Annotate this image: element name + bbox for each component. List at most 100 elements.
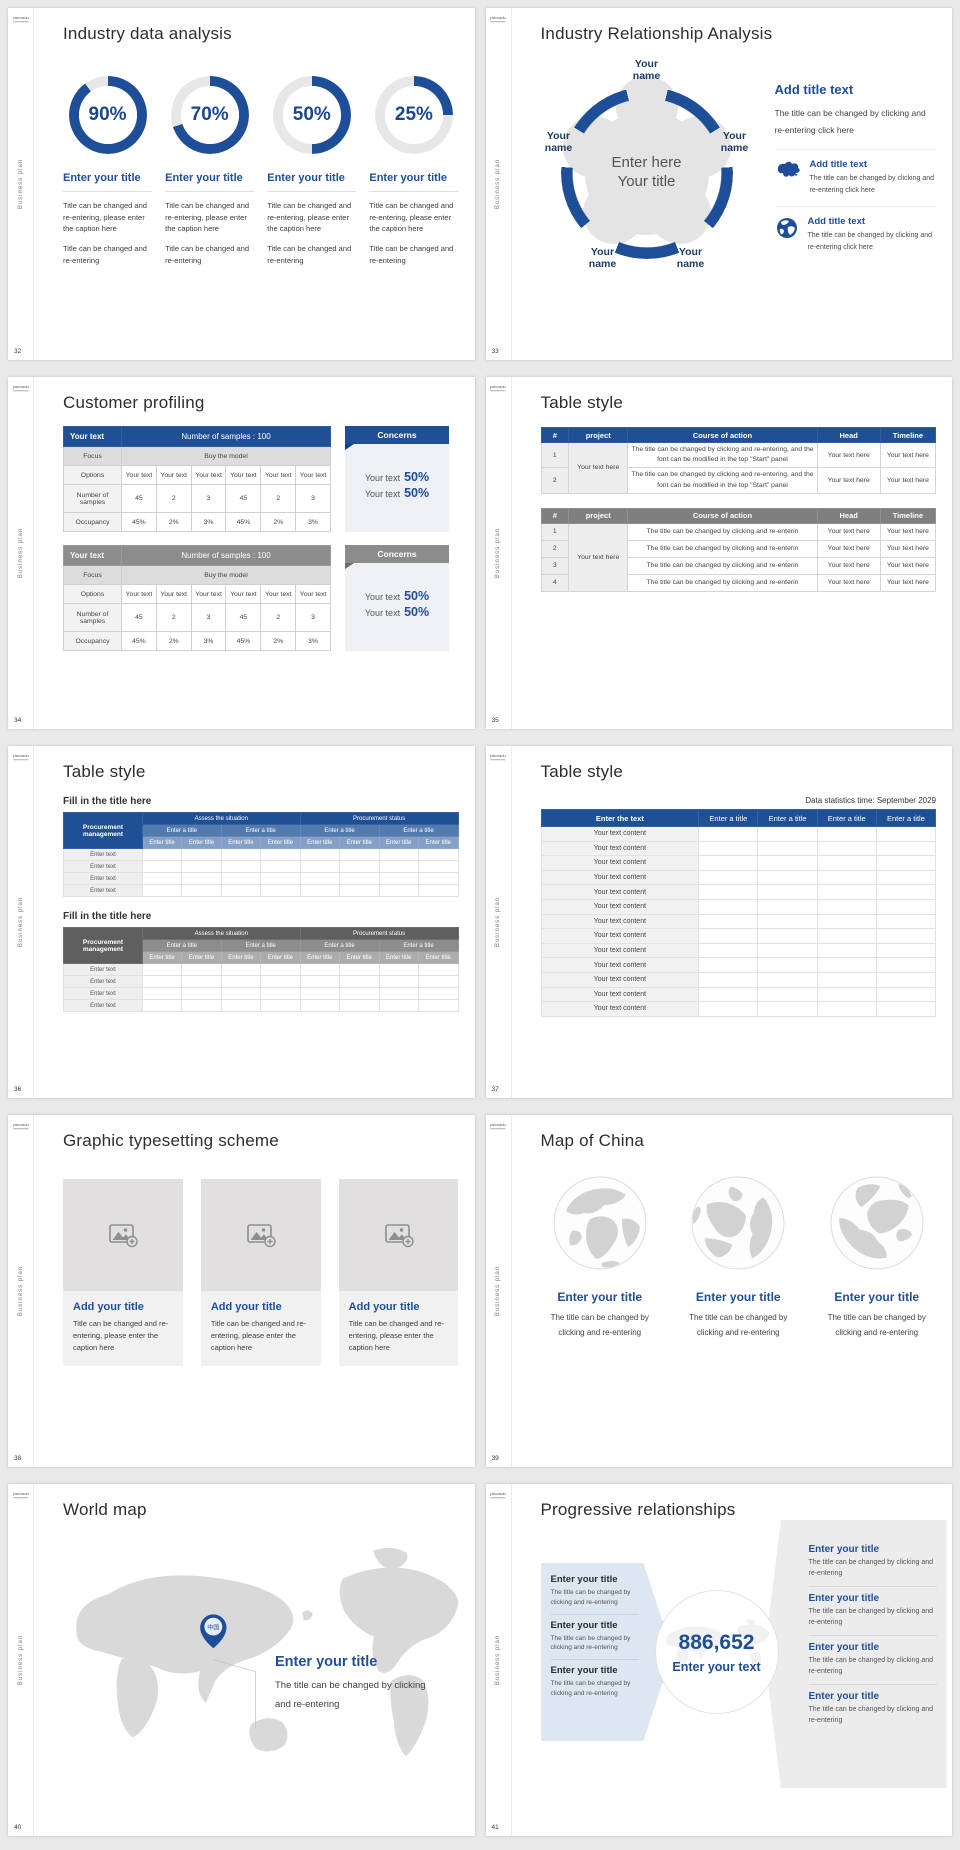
- data-table: Your text Number of samples : 100 Focus Bu…: [63, 425, 331, 532]
- concerns-callout: Concerns Your text 50% Your text 50%: [345, 545, 449, 651]
- item-caption: The title can be changed by clicking and…: [808, 1657, 934, 1675]
- slide-number: 41: [491, 1824, 499, 1831]
- item-caption: The title can be changed by clicking and…: [809, 175, 935, 194]
- progress-item: Enter your title The title can be change…: [550, 1659, 639, 1705]
- card-title: Add your title: [348, 1301, 420, 1313]
- image-card: Add your title Title can be changed and …: [200, 1179, 321, 1366]
- slide-title: Industry Relationship Analysis: [540, 24, 773, 43]
- image-placeholder-icon: [384, 1224, 414, 1248]
- procurement-table-blue: Procurement management Assess the situat…: [63, 812, 459, 897]
- card-title: Add your title: [73, 1301, 144, 1313]
- brand-logo: pstoradu: [490, 1491, 506, 1499]
- brand-logo: pstoradu: [490, 1122, 506, 1130]
- slide-37[interactable]: pstoradu Business plan 37 Table style Da…: [485, 746, 952, 1098]
- data-statistics-time: Data statistics time: September 2029: [805, 796, 936, 805]
- item-caption: The title can be changed by clicking and…: [550, 1589, 631, 1606]
- donut-value: 70%: [190, 104, 229, 125]
- china-map-icon: [777, 161, 800, 177]
- action-table-gray: # project Course of action Head Timeline…: [540, 507, 937, 592]
- brand-logo: pstoradu: [12, 753, 29, 761]
- brand-logo: pstoradu: [490, 15, 506, 23]
- stat-title: Enter your title: [267, 172, 357, 192]
- location-pin-icon: 中国: [200, 1614, 227, 1649]
- stat-title: Enter your title: [165, 172, 255, 192]
- item-caption: The title can be changed by clicking and…: [550, 1634, 631, 1652]
- stat-caption: Title can be changed and re-entering: [165, 243, 250, 265]
- diagram-node-label: Your name: [720, 129, 749, 154]
- globe-graphic: [812, 1158, 942, 1288]
- brand-logo: pstoradu: [12, 1491, 29, 1499]
- donut-chart: 70%: [170, 76, 249, 154]
- item-heading: Add title text: [809, 159, 868, 170]
- globe-icon: [776, 217, 797, 238]
- progress-item: Enter your title The title can be change…: [808, 1586, 937, 1635]
- circular-diagram: Enter here Your title Your name Your nam…: [541, 54, 753, 274]
- brand-logo: pstoradu: [12, 1122, 29, 1130]
- slide-39[interactable]: pstoradu Business plan 39 Map of China E…: [485, 1115, 952, 1467]
- slide-sidebar: pstoradu Business plan: [485, 8, 512, 360]
- brand-logo: pstoradu: [12, 384, 29, 392]
- statistic-label: Enter your text: [672, 1659, 761, 1674]
- progress-item: Enter your title The title can be change…: [809, 1538, 937, 1586]
- slide-33[interactable]: pstoradu Business plan 33 Industry Relat…: [485, 8, 952, 360]
- stat-caption: Title can be changed and re-entering, pl…: [369, 201, 454, 234]
- concern-line: Your text 50%: [364, 486, 430, 500]
- sidebar-vertical-label: Business plan: [495, 896, 501, 948]
- action-table-blue: # project Course of action Head Timeline…: [540, 427, 937, 494]
- slide-number: 39: [491, 1455, 499, 1462]
- stat-caption: Title can be changed and re-entering: [369, 243, 454, 265]
- sidebar-vertical-label: Business plan: [17, 1634, 24, 1686]
- item-title: Enter your title: [550, 1619, 618, 1631]
- stat-caption: Title can be changed and re-entering, pl…: [63, 201, 147, 234]
- globe-item: Enter your title The title can be change…: [676, 1161, 800, 1340]
- donut-value: 25%: [394, 104, 433, 125]
- map-callout: Enter your title The title can be change…: [275, 1654, 435, 1714]
- slide-36[interactable]: pstoradu Business plan 36 Table style Fi…: [8, 746, 475, 1098]
- section-heading: Add title text: [774, 82, 854, 97]
- slide-number: 37: [491, 1086, 499, 1093]
- image-placeholder-icon: [246, 1224, 276, 1248]
- image-placeholder: [338, 1179, 459, 1291]
- slide-41[interactable]: pstoradu Business plan 41 Progressive re…: [485, 1484, 952, 1836]
- slide-34[interactable]: pstoradu Business plan 34 Customer profi…: [8, 377, 475, 729]
- item-title: Enter your title: [808, 1544, 880, 1555]
- center-statistic-circle: 886,652 Enter your text: [654, 1590, 779, 1714]
- image-placeholder: [63, 1179, 183, 1291]
- slide-number: 36: [14, 1086, 22, 1093]
- slide-title: Customer profiling: [63, 393, 205, 412]
- stat-caption: Title can be changed and re-entering, pl…: [165, 201, 250, 234]
- slide-35[interactable]: pstoradu Business plan 35 Table style # …: [485, 377, 952, 729]
- image-card: Add your title Title can be changed and …: [338, 1179, 459, 1366]
- item-caption: The title can be changed by clicking and…: [808, 1706, 934, 1724]
- item-caption: The title can be changed by clicking and…: [550, 1680, 631, 1697]
- concerns-header: Concerns: [345, 426, 449, 450]
- concerns-header: Concerns: [345, 545, 449, 569]
- sidebar-vertical-label: Business plan: [17, 1265, 24, 1317]
- right-arrow-panel: Enter your title The title can be change…: [764, 1520, 947, 1788]
- progress-item: Enter your title The title can be change…: [551, 1569, 639, 1614]
- procurement-table-gray: Procurement management Assess the situat…: [63, 927, 459, 1012]
- concern-line: Your text 50%: [364, 470, 430, 484]
- stat-title: Enter your title: [63, 172, 153, 192]
- sidebar-vertical-label: Business plan: [17, 527, 24, 579]
- progress-item: Enter your title The title can be change…: [808, 1635, 937, 1684]
- sidebar-vertical-label: Business plan: [495, 158, 501, 210]
- globe-caption: The title can be changed by clicking and…: [689, 1313, 788, 1338]
- donut-stat: 50% Enter your title Title can be change…: [267, 76, 357, 266]
- slide-32[interactable]: pstoradu Business plan 32 Industry data …: [8, 8, 475, 360]
- diagram-node-label: Your name: [544, 129, 573, 154]
- left-arrow-panel: Enter your title The title can be change…: [540, 1563, 673, 1741]
- stat-title: Enter your title: [369, 172, 459, 192]
- sidebar-vertical-label: Business plan: [17, 896, 24, 948]
- item-caption: The title can be changed by clicking and…: [808, 1559, 934, 1577]
- table-subtitle: Fill in the title here: [63, 911, 152, 922]
- image-placeholder: [200, 1179, 321, 1291]
- section-caption: The title can be changed by clicking and…: [774, 108, 926, 135]
- slide-40[interactable]: pstoradu Business plan 40 World map 中国 E…: [8, 1484, 475, 1836]
- slide-38[interactable]: pstoradu Business plan 38 Graphic typese…: [8, 1115, 475, 1467]
- diagram-center: Enter here Your title: [584, 110, 709, 235]
- slide-number: 38: [14, 1455, 22, 1462]
- sidebar-vertical-label: Business plan: [495, 527, 501, 579]
- slide-title: World map: [63, 1500, 147, 1519]
